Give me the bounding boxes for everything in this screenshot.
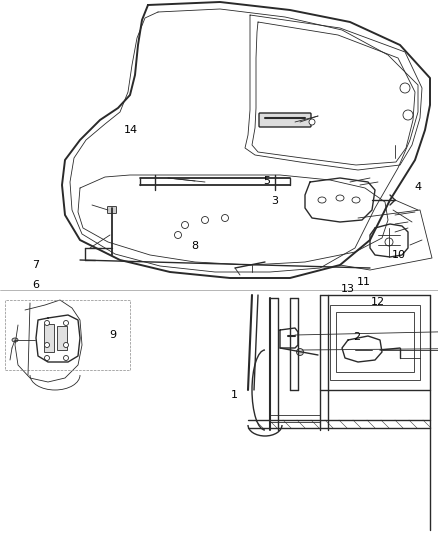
Ellipse shape (352, 197, 360, 203)
Ellipse shape (12, 338, 18, 342)
Ellipse shape (336, 195, 344, 201)
Text: 3: 3 (272, 197, 279, 206)
FancyBboxPatch shape (44, 324, 54, 352)
Circle shape (45, 320, 49, 326)
FancyBboxPatch shape (259, 113, 311, 127)
Circle shape (45, 343, 49, 348)
FancyBboxPatch shape (107, 206, 117, 214)
Circle shape (181, 222, 188, 229)
Circle shape (222, 214, 229, 222)
Text: 11: 11 (357, 278, 371, 287)
Text: 13: 13 (341, 285, 355, 294)
Text: 12: 12 (371, 297, 385, 307)
Text: 6: 6 (32, 280, 39, 289)
Text: 7: 7 (32, 261, 39, 270)
Text: 2: 2 (353, 332, 360, 342)
Text: 8: 8 (191, 241, 198, 251)
FancyBboxPatch shape (330, 305, 420, 380)
Text: 14: 14 (124, 125, 138, 134)
Circle shape (174, 231, 181, 238)
Circle shape (64, 356, 68, 360)
Text: 9: 9 (110, 330, 117, 340)
FancyBboxPatch shape (336, 312, 414, 372)
Text: 10: 10 (392, 250, 406, 260)
Circle shape (64, 343, 68, 348)
FancyBboxPatch shape (57, 326, 67, 350)
Circle shape (403, 110, 413, 120)
Text: 5: 5 (263, 176, 270, 186)
Text: 4: 4 (415, 182, 422, 191)
Circle shape (309, 119, 315, 125)
Circle shape (297, 349, 304, 356)
Circle shape (201, 216, 208, 223)
Circle shape (385, 238, 393, 246)
Circle shape (400, 83, 410, 93)
Circle shape (45, 356, 49, 360)
Circle shape (64, 320, 68, 326)
Ellipse shape (318, 197, 326, 203)
Text: 1: 1 (231, 391, 238, 400)
